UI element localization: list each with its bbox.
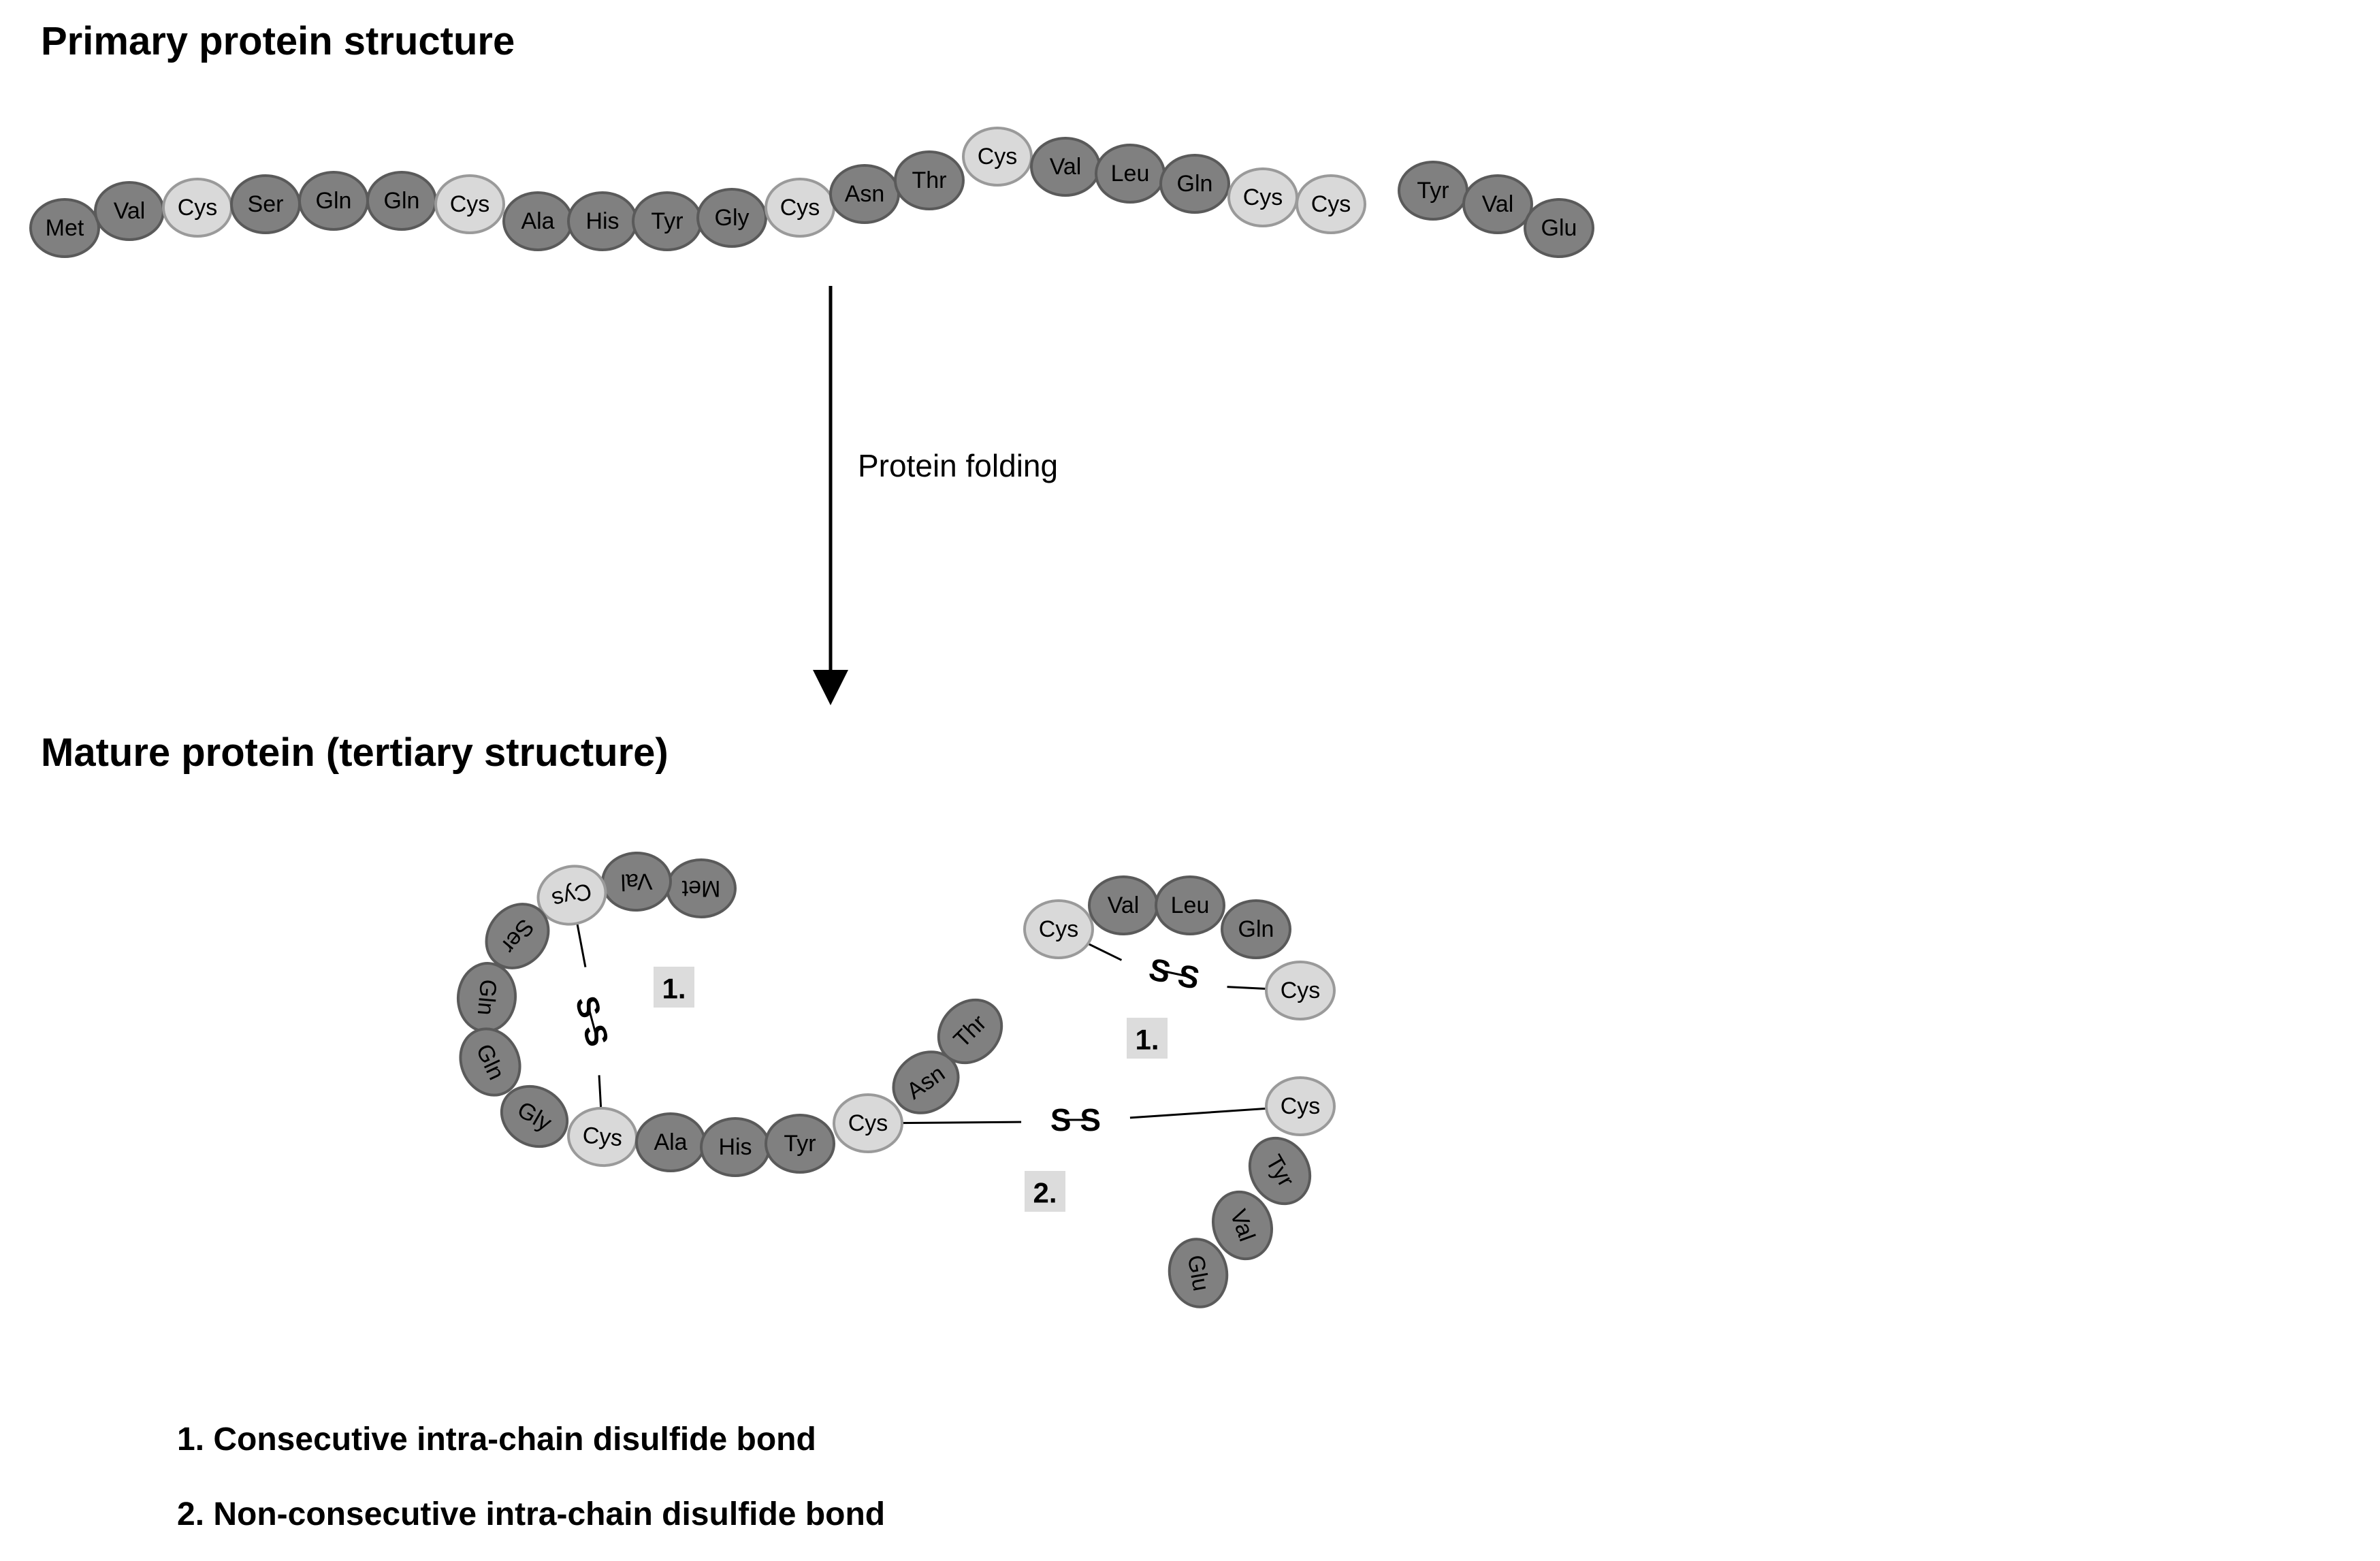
primary_chain-residue-4: Gln [300,172,368,229]
primary_chain-residue-20: Tyr [1399,162,1467,219]
residue-label: Leu [1111,161,1150,187]
legend-line-2: 2. Non-consecutive intra-chain disulfide… [177,1496,885,1532]
residue-label: Cys [848,1110,888,1136]
primary_chain-residue-0: Met [31,199,99,257]
residue-label: Cys [1243,184,1283,210]
mature_chain-residue-16: Leu [1156,877,1224,934]
bond-number-label: 1. [662,973,686,1005]
residue-label: Val [620,868,653,895]
residue-label: Ser [248,191,284,217]
mature_chain-residue-11: Cys [834,1095,902,1152]
primary_chain-residue-17: Gln [1161,155,1229,212]
bond-number-label: 1. [1135,1024,1159,1056]
residue-label: Cys [1039,916,1079,942]
residue-label: Gln [1238,916,1274,942]
primary_chain-residue-14: Cys [963,128,1031,185]
residue-label: Thr [912,167,947,193]
mature_chain-residue-17: Gln [1222,901,1290,958]
ss-text: S S [1146,951,1202,996]
arrow-label: Protein folding [858,448,1058,483]
primary_chain-residue-9: Tyr [633,193,701,250]
title-primary: Primary protein structure [41,19,515,63]
mature_chain-residue-19: Cys [1266,1078,1334,1135]
ss-label-group: S S [1050,1102,1101,1138]
primary_chain-residue-22: Glu [1525,199,1593,257]
primary_chain-residue-7: Ala [504,193,572,250]
residue-label: Cys [581,1123,624,1152]
primary_chain-residue-19: Cys [1297,176,1365,233]
residue-label: Val [1050,154,1082,180]
residue-label: Cys [178,195,218,221]
residue-label: Val [1108,892,1140,918]
primary_chain-residue-15: Val [1031,138,1099,195]
residue-label: Gln [472,978,501,1016]
mature_chain-residue-0: Met [667,860,735,917]
mature_chain-residue-14: Cys [1025,901,1093,958]
residue-label: Val [114,198,146,224]
residue-label: Gln [1177,171,1213,197]
arrow-head-icon [813,670,848,705]
residue-label: Cys [978,144,1018,170]
residue-label: Asn [845,181,885,207]
residue-label: Cys [1281,978,1321,1003]
ss-text: S S [568,992,615,1050]
primary_chain-residue-12: Asn [831,165,899,223]
ss-label-group: S S [568,992,615,1050]
legend-line-1: 1. Consecutive intra-chain disulfide bon… [177,1421,816,1458]
primary_chain-residue-6: Cys [436,176,504,233]
residue-label: Met [681,875,720,901]
residue-label: His [718,1134,752,1160]
mature_chain-residue-8: Ala [637,1114,705,1171]
residue-label: Cys [450,191,490,217]
residue-label: Met [46,215,84,241]
residue-label: Cys [1311,191,1351,217]
primary_chain-residue-2: Cys [163,179,231,236]
residue-label: Gly [715,205,750,231]
residue-label: His [585,208,619,234]
residue-label: Tyr [651,208,683,234]
mature_chain-residue-4: Gln [455,961,518,1034]
residue-label: Gln [316,188,352,214]
primary_chain-residue-10: Gly [698,189,766,246]
ss-label-group: S S [1146,951,1202,996]
mature-chain: S S1.S S1.S S2.MetValCysSerGlnGlnGlyCysA… [450,852,1334,1311]
residue-label: Glu [1541,215,1577,241]
residue-label: Gln [384,188,420,214]
title-mature: Mature protein (tertiary structure) [41,730,669,775]
mature_chain-residue-1: Val [602,852,672,911]
mature_chain-residue-9: His [701,1119,769,1176]
residue-label: Cys [1281,1093,1321,1119]
primary_chain-residue-11: Cys [766,179,834,236]
residue-label: Tyr [1417,178,1449,204]
primary_chain-residue-8: His [568,193,637,250]
mature_chain-residue-10: Tyr [766,1115,834,1172]
protein-folding-arrow: Protein folding [813,286,1058,705]
residue-label: Ala [521,208,554,234]
residue-label: Val [1482,191,1514,217]
bond-1-left: S S 1. [568,895,694,1137]
mature_chain-residue-7: Cys [566,1106,639,1168]
mature_chain-residue-18: Cys [1266,962,1334,1019]
bond-number-label: 2. [1033,1177,1057,1209]
primary-chain: Met Val Cys Ser Gln Gln Cys Ala His Tyr Gly Cys Asn T… [31,128,1593,257]
primary_chain-residue-5: Gln [368,172,436,229]
ss-text: S S [1050,1102,1101,1138]
primary_chain-residue-3: Ser [231,176,300,233]
residue-label: Cys [780,195,820,221]
mature_chain-residue-15: Val [1089,877,1157,934]
residue-label: Ala [654,1129,687,1155]
primary_chain-residue-13: Thr [895,152,963,209]
primary_chain-residue-21: Val [1464,176,1532,233]
residue-label: Leu [1171,892,1210,918]
primary_chain-residue-1: Val [95,182,163,240]
residue-label: Tyr [784,1131,816,1157]
primary_chain-residue-16: Leu [1096,145,1164,202]
primary_chain-residue-18: Cys [1229,169,1297,226]
